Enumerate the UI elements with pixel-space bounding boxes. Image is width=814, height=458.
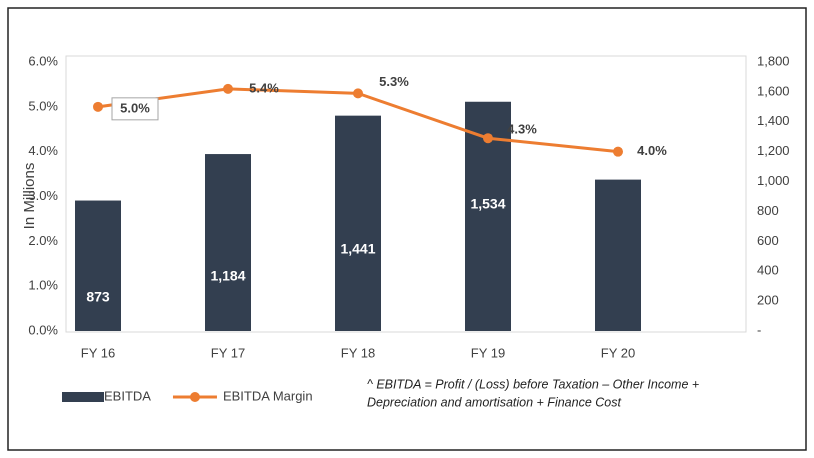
y-tick-label: 5.0% bbox=[28, 98, 58, 113]
y-tick-label: 1.0% bbox=[28, 278, 58, 293]
legend-swatch bbox=[189, 392, 200, 402]
legend-label: EBITDA Margin bbox=[223, 388, 313, 403]
bar bbox=[595, 179, 641, 331]
y2-tick-label: 1,400 bbox=[757, 113, 790, 128]
bar bbox=[335, 115, 381, 331]
line-label: 5.0% bbox=[120, 100, 150, 115]
bar bbox=[75, 200, 121, 331]
line-marker bbox=[613, 146, 623, 157]
bar-label: 1,184 bbox=[210, 268, 245, 284]
frame bbox=[7, 7, 807, 451]
footnote: ^ EBITDA = Profit / (Loss) before Taxati… bbox=[367, 377, 699, 391]
x-tick-label: FY 17 bbox=[211, 345, 245, 360]
line-label: 5.4% bbox=[249, 80, 279, 95]
y-tick-label: 3.0% bbox=[28, 188, 58, 203]
bar bbox=[205, 154, 251, 331]
y2-tick-label: 1,800 bbox=[757, 53, 790, 68]
bar-label: 1,441 bbox=[340, 241, 375, 257]
line-marker bbox=[483, 133, 493, 144]
y2-tick-label: 1,200 bbox=[757, 143, 790, 158]
y2-tick-label: 600 bbox=[757, 233, 779, 248]
footnote: Depreciation and amortisation + Finance … bbox=[367, 395, 621, 409]
plot-frame bbox=[65, 55, 747, 333]
line-label: 4.0% bbox=[637, 143, 667, 158]
y2-tick-label: 1,600 bbox=[757, 83, 790, 98]
y2-tick-label: 1,000 bbox=[757, 173, 790, 188]
line-marker bbox=[223, 83, 233, 94]
y-tick-label: 2.0% bbox=[28, 233, 58, 248]
x-tick-label: FY 16 bbox=[81, 345, 115, 360]
x-tick-label: FY 20 bbox=[601, 345, 635, 360]
x-tick-label: FY 18 bbox=[341, 345, 375, 360]
y-tick-label: 6.0% bbox=[28, 53, 58, 68]
line-label: 5.3% bbox=[379, 74, 409, 89]
legend-swatch bbox=[62, 392, 104, 402]
y2-tick-label: 400 bbox=[757, 263, 779, 278]
x-tick-label: FY 19 bbox=[471, 345, 505, 360]
y2-tick-label: 200 bbox=[757, 293, 779, 308]
y2-tick-label: - bbox=[757, 322, 761, 337]
line-label: 4.3% bbox=[507, 122, 537, 137]
line-marker bbox=[353, 88, 363, 99]
label-box bbox=[111, 97, 159, 121]
y2-tick-label: 800 bbox=[757, 203, 779, 218]
legend-label: EBITDA bbox=[104, 388, 151, 403]
y-tick-label: 4.0% bbox=[28, 143, 58, 158]
bar-label: 1,534 bbox=[470, 196, 505, 212]
y-tick-label: 0.0% bbox=[28, 322, 58, 337]
bar-label: 873 bbox=[86, 289, 110, 305]
y-axis-label: In Millions bbox=[21, 163, 38, 230]
line-marker bbox=[93, 101, 103, 112]
